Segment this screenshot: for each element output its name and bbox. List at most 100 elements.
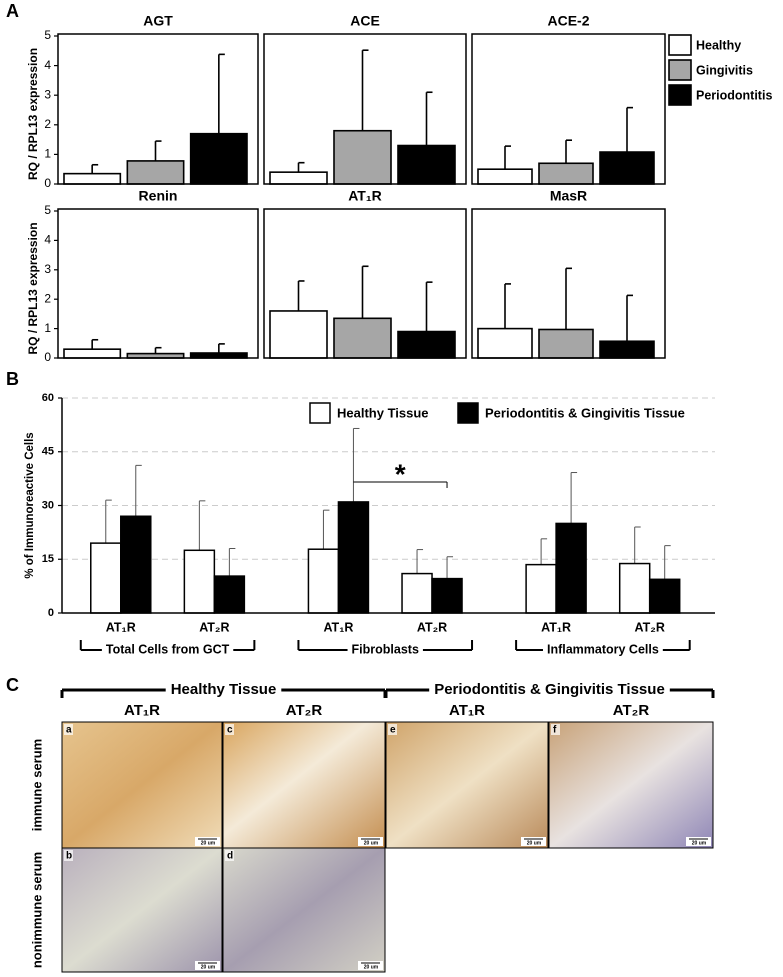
bar <box>213 575 246 614</box>
legend-swatch <box>668 59 692 81</box>
group-label: Periodontitis & Gingivitis Tissue <box>434 681 665 698</box>
bar <box>401 572 433 614</box>
bar <box>183 549 216 614</box>
bar <box>555 522 587 614</box>
micrograph <box>222 847 386 973</box>
y-axis-label: RQ / RPL13 expression <box>26 48 40 180</box>
bar <box>525 563 557 614</box>
tile-letter: f <box>553 725 557 736</box>
label-background <box>429 682 670 698</box>
letter-background <box>64 724 73 735</box>
y-tick-label: 45 <box>42 446 54 458</box>
scale-background <box>686 837 711 846</box>
group-label: Fibroblasts <box>352 642 419 656</box>
column-label: AT₂R <box>286 702 323 719</box>
micrograph <box>61 847 223 973</box>
y-tick-label: 15 <box>42 553 54 565</box>
letter-background <box>388 724 397 735</box>
legend-swatch <box>309 402 331 424</box>
bar <box>337 501 370 614</box>
group-label: Inflammatory Cells <box>547 642 659 656</box>
plot-frame <box>471 33 666 185</box>
tile-letter: e <box>390 725 396 736</box>
scale-background <box>195 837 220 846</box>
scale-label: 20 um <box>692 840 707 846</box>
chart-title: ACE <box>350 13 380 29</box>
bar <box>397 330 456 359</box>
chart-title: ACE-2 <box>547 13 589 29</box>
y-axis-label: % of Immunoreactive Cells <box>24 432 36 578</box>
column-label: AT₁R <box>124 702 160 719</box>
x-tick-label: AT₁R <box>323 620 353 634</box>
label-background <box>165 682 282 698</box>
annotation: * <box>395 458 406 489</box>
letter-background <box>225 724 234 735</box>
y-tick-label: 30 <box>42 499 54 511</box>
label-background <box>542 644 663 656</box>
scale-background <box>358 837 383 846</box>
y-tick-label: 3 <box>44 262 51 276</box>
tile-letter: a <box>66 725 72 736</box>
bar <box>269 171 328 185</box>
y-axis-label: RQ / RPL13 expression <box>26 222 40 354</box>
column-label: AT₂R <box>613 702 650 719</box>
x-tick-label: AT₂R <box>417 620 447 634</box>
plot-frame <box>263 33 467 185</box>
legend-swatch <box>668 84 692 106</box>
plot-frame <box>57 33 259 185</box>
letter-background <box>64 850 73 861</box>
bar <box>269 310 328 359</box>
x-tick-label: AT₁R <box>541 620 571 634</box>
y-tick-label: 0 <box>44 350 51 364</box>
scale-label: 20 um <box>364 840 379 846</box>
legend-label: Periodontitis <box>696 88 772 102</box>
bar <box>397 144 456 185</box>
panel-label: C <box>6 675 19 695</box>
micrograph <box>385 721 549 849</box>
bar <box>90 542 122 614</box>
bar <box>648 578 681 614</box>
legend-label: Periodontitis & Gingivitis Tissue <box>485 405 685 420</box>
panel-label: B <box>6 369 19 389</box>
micrograph <box>222 721 386 849</box>
y-tick-label: 60 <box>42 392 54 404</box>
bar <box>477 327 533 359</box>
y-tick-label: 4 <box>44 233 51 247</box>
chart-title: MasR <box>550 188 587 204</box>
panel-label: A <box>6 1 19 21</box>
scale-label: 20 um <box>364 964 379 970</box>
scale-background <box>195 961 220 970</box>
micrograph <box>61 721 223 849</box>
bar <box>189 132 248 185</box>
y-tick-label: 5 <box>44 203 51 217</box>
bar <box>63 172 122 185</box>
y-tick-label: 4 <box>44 58 51 72</box>
bar <box>599 340 655 359</box>
y-tick-label: 2 <box>44 117 51 131</box>
x-tick-label: AT₁R <box>106 620 136 634</box>
y-tick-label: 1 <box>44 147 51 161</box>
row-label: immune serum <box>29 739 44 831</box>
letter-background <box>225 850 234 861</box>
legend-label: Healthy Tissue <box>337 405 429 420</box>
bar <box>538 328 594 359</box>
plot-frame <box>263 208 467 359</box>
letter-background <box>551 724 560 735</box>
x-tick-label: AT₂R <box>199 620 229 634</box>
chart-title: AT₁R <box>348 188 382 204</box>
bar <box>618 562 651 614</box>
tile-letter: d <box>227 851 233 862</box>
y-tick-label: 0 <box>44 176 51 190</box>
row-label: nonimmune serum <box>29 852 44 968</box>
group-label: Healthy Tissue <box>171 681 277 698</box>
y-tick-label: 3 <box>44 87 51 101</box>
bar <box>126 160 185 185</box>
micrograph <box>548 721 714 849</box>
plot-frame <box>471 208 666 359</box>
legend-label: Healthy <box>696 38 741 52</box>
group-label: Total Cells from GCT <box>106 642 230 656</box>
legend-swatch <box>457 402 479 424</box>
plot-frame <box>57 208 259 359</box>
bar <box>63 348 122 359</box>
